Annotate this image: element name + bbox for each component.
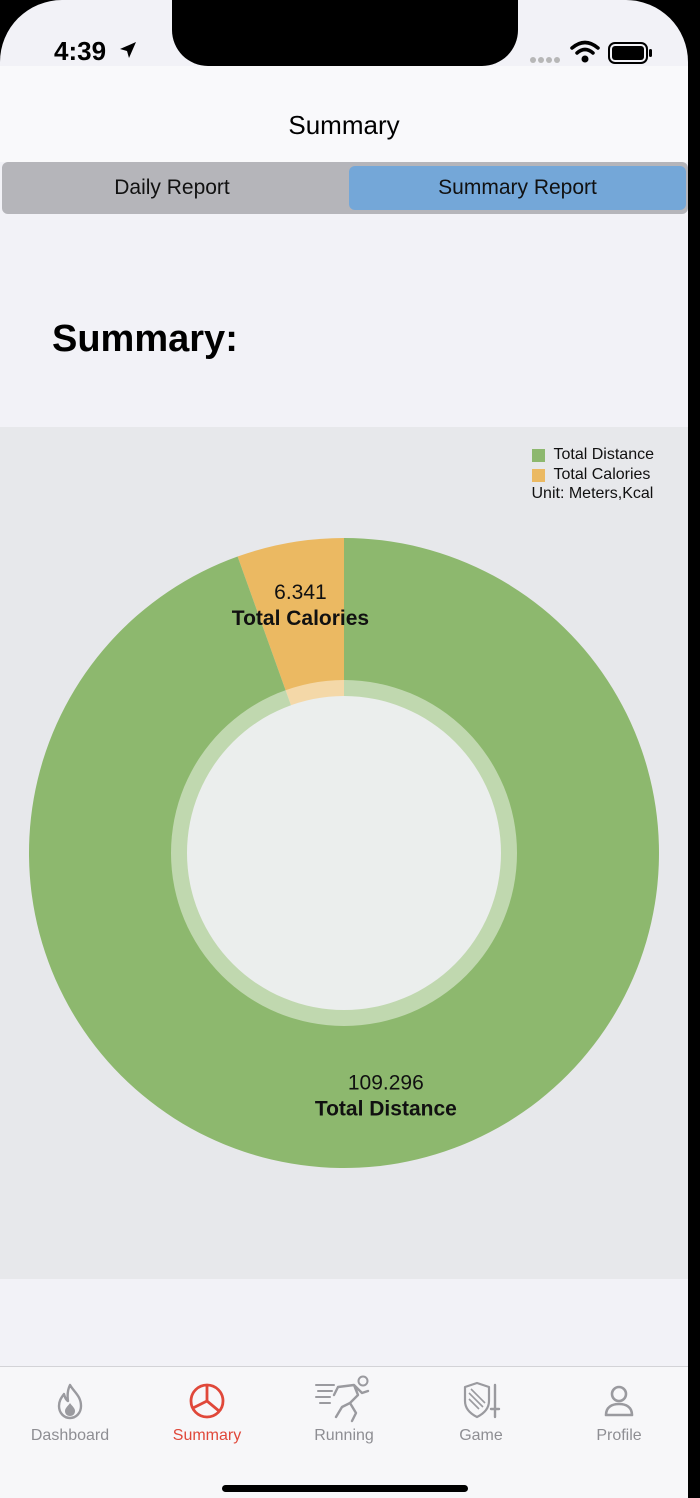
pie-chart-icon: [189, 1383, 225, 1419]
wifi-icon: [570, 40, 600, 63]
runner-icon: [315, 1375, 370, 1423]
battery-icon: [608, 42, 652, 64]
chart-legend: Total Distance Total Calories Unit: Mete…: [531, 445, 655, 505]
legend-swatch-total-calories: [531, 468, 545, 482]
legend-item-total-distance: Total Distance: [531, 445, 655, 465]
page-title: Summary: [288, 110, 400, 140]
slice-value-total-distance: 109.296: [348, 1071, 424, 1094]
tab-dashboard[interactable]: Dashboard: [10, 1367, 130, 1447]
signal-dots-icon: [530, 57, 560, 63]
tab-label-running: Running: [314, 1427, 374, 1444]
tab-daily-report[interactable]: Daily Report: [114, 176, 230, 199]
tab-label-summary: Summary: [172, 1427, 242, 1444]
slice-label-total-calories: Total Calories: [232, 607, 369, 630]
notch: [172, 0, 518, 66]
flame-icon: [57, 1383, 83, 1420]
navigation-bar: [0, 66, 688, 162]
donut-hole: [187, 696, 501, 1010]
status-time: 4:39: [54, 36, 107, 66]
unit-note: Unit: Meters,Kcal: [531, 485, 654, 502]
tab-label-profile: Profile: [596, 1427, 642, 1444]
legend-swatch-total-distance: [531, 448, 545, 462]
home-indicator: [222, 1485, 468, 1492]
person-icon: [604, 1385, 634, 1417]
legend-item-total-calories: Total Calories: [531, 465, 655, 485]
location-arrow-icon: [120, 42, 136, 58]
tab-game[interactable]: Game: [421, 1367, 541, 1447]
tab-label-game: Game: [459, 1427, 503, 1444]
slice-label-total-distance: Total Distance: [315, 1097, 457, 1120]
tab-profile[interactable]: Profile: [559, 1367, 679, 1447]
slice-value-total-calories: 6.341: [274, 581, 327, 604]
report-segmented-control: Daily Report Summary Report: [2, 162, 688, 214]
tab-label-dashboard: Dashboard: [30, 1427, 110, 1444]
tab-summary-report[interactable]: Summary Report: [349, 166, 686, 210]
legend-label-total-calories: Total Calories: [553, 466, 651, 483]
donut-chart-panel: 6.341 Total Calories 109.296 Total Distance…: [0, 427, 688, 1279]
shield-sword-icon: [463, 1381, 501, 1419]
summary-heading: Summary:: [52, 318, 238, 360]
tab-running[interactable]: Running: [284, 1367, 404, 1447]
tab-summary[interactable]: Summary: [147, 1367, 267, 1447]
tab-bar: Dashboard Summary Running Gam: [0, 1366, 688, 1498]
legend-label-total-distance: Total Distance: [553, 446, 655, 463]
donut-chart: 6.341 Total Calories 109.296 Total Distance: [29, 538, 659, 1168]
